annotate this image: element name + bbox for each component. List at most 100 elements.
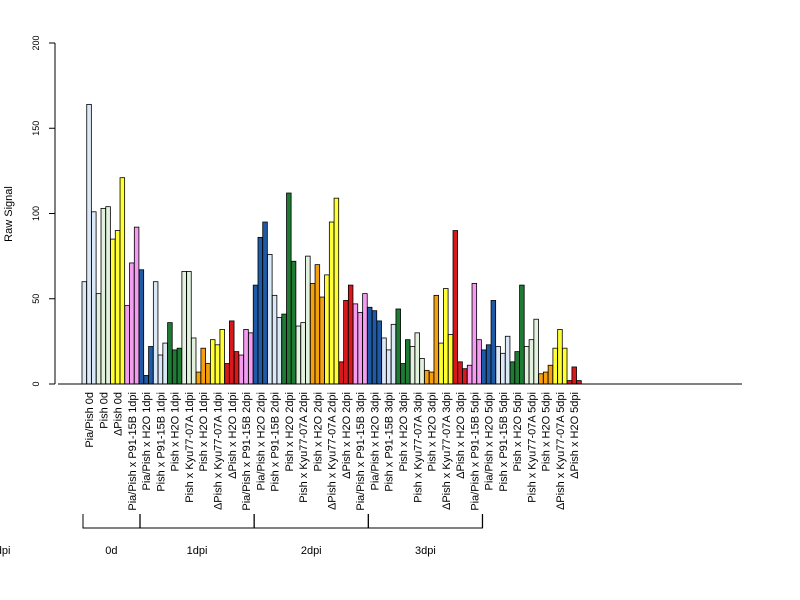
x-category-label: ΔPish 0d [113, 392, 125, 436]
bar [324, 274, 330, 385]
bar [157, 354, 164, 385]
bar [352, 303, 359, 385]
bar [547, 364, 554, 385]
group-bracket [139, 514, 255, 529]
bar [538, 373, 544, 385]
x-category-label: Pish x P91-15B 1dpi [155, 392, 167, 492]
y-axis-label: Raw Signal [3, 186, 15, 242]
bar [233, 351, 240, 385]
x-category-label: Pia/Pish x P91-15B 3dpi [355, 392, 367, 511]
x-category-label: ΔPish x Kyu77-07A 1dpi [212, 392, 224, 510]
x-category-label: Pia/Pish 0d [84, 392, 96, 448]
bar [476, 339, 482, 385]
bar [523, 346, 530, 385]
group-bracket [82, 514, 141, 529]
x-category-label: Pish x P91-15B 3dpi [384, 392, 396, 492]
bar [566, 380, 573, 385]
y-tick-label: 100 [31, 206, 41, 221]
bar [248, 332, 254, 385]
bar [576, 380, 582, 385]
bar [271, 294, 278, 385]
bar [381, 337, 387, 385]
x-category-label: Pia/Pish x H2O 5dpi [484, 392, 496, 490]
x-category-label: Pish 0d [98, 392, 110, 429]
bar [119, 177, 126, 385]
bar [376, 320, 382, 385]
bar [462, 368, 468, 385]
bar [333, 197, 340, 385]
x-category-label: Pia/Pish x P91-15B 2dpi [241, 392, 253, 511]
x-category-label: Pish x H2O 3dpi [427, 392, 439, 471]
bar [162, 342, 168, 385]
bar [238, 354, 244, 385]
x-category-label: Pish x H2O 1dpi [198, 392, 210, 471]
bar [466, 364, 473, 385]
bar [252, 284, 259, 385]
bar [571, 366, 577, 385]
bar [562, 347, 568, 385]
y-tick-label: 200 [31, 35, 41, 50]
bar [500, 352, 506, 385]
bar [428, 371, 435, 385]
x-category-label: Pish x H2O 5dpi [512, 392, 524, 471]
bar [100, 207, 107, 385]
x-category-label: Pish x H2O 2dpi [312, 392, 324, 471]
y-axis: 0 50 100 150 200 [31, 35, 56, 387]
bar [276, 317, 283, 385]
bar [295, 325, 302, 385]
x-category-label: ΔPish x H2O 2dpi [341, 392, 353, 479]
bar [114, 230, 121, 385]
bar [438, 342, 444, 385]
y-tick-label: 50 [31, 294, 41, 304]
x-category-label: Pia/Pish x P91-15B 1dpi [127, 392, 139, 511]
bar [419, 358, 425, 385]
bar [409, 346, 416, 385]
bar [485, 344, 492, 385]
bar [533, 318, 539, 385]
group-bracket [253, 514, 369, 529]
bar [138, 269, 145, 385]
group-bracket [367, 514, 483, 529]
x-category-label: ΔPish x H2O 3dpi [455, 392, 467, 479]
bar [181, 271, 187, 385]
bar [105, 206, 111, 385]
group-label: 1dpi [187, 545, 208, 557]
bar [286, 192, 292, 385]
x-category-label: Pia/Pish x H2O 2dpi [255, 392, 267, 490]
bar [452, 230, 459, 385]
bar [509, 361, 516, 385]
x-category-label: Pish x H2O 1dpi [170, 392, 182, 471]
bar [519, 284, 525, 385]
bar [528, 339, 535, 385]
bar [557, 329, 563, 385]
group-label: 5dpi [0, 545, 10, 557]
bar [343, 300, 349, 385]
bar [262, 221, 268, 385]
bar [133, 226, 140, 385]
x-category-label: Pia/Pish x H2O 3dpi [369, 392, 381, 490]
x-category-label: Pish x Kyu77-07A 5dpi [526, 392, 538, 503]
bar [542, 371, 549, 385]
bar [243, 329, 249, 385]
x-category-label: Pish x Kyu77-07A 1dpi [184, 392, 196, 503]
group-label: 3dpi [415, 545, 436, 557]
bar [552, 347, 558, 385]
bar [400, 363, 406, 385]
x-category-label: ΔPish x H2O 5dpi [569, 392, 581, 479]
bar [386, 349, 392, 385]
bar [267, 254, 273, 385]
x-category-label: Pish x P91-15B 5dpi [498, 392, 510, 492]
bar [95, 293, 102, 385]
bar [390, 323, 397, 385]
bar [319, 296, 325, 385]
x-axis: Pia/Pish 0d Pish 0d ΔPish 0d Pia/Pish x P91… [58, 383, 742, 511]
y-tick-label: 150 [31, 121, 41, 136]
bar [91, 211, 97, 385]
x-category-label: ΔPish x Kyu77-07A 2dpi [327, 392, 339, 510]
bar [186, 271, 192, 385]
x-category-label: ΔPish x H2O 1dpi [227, 392, 239, 479]
group-label: 0d [105, 545, 117, 557]
bar [447, 334, 454, 385]
bar [229, 320, 235, 385]
bar [171, 349, 178, 385]
